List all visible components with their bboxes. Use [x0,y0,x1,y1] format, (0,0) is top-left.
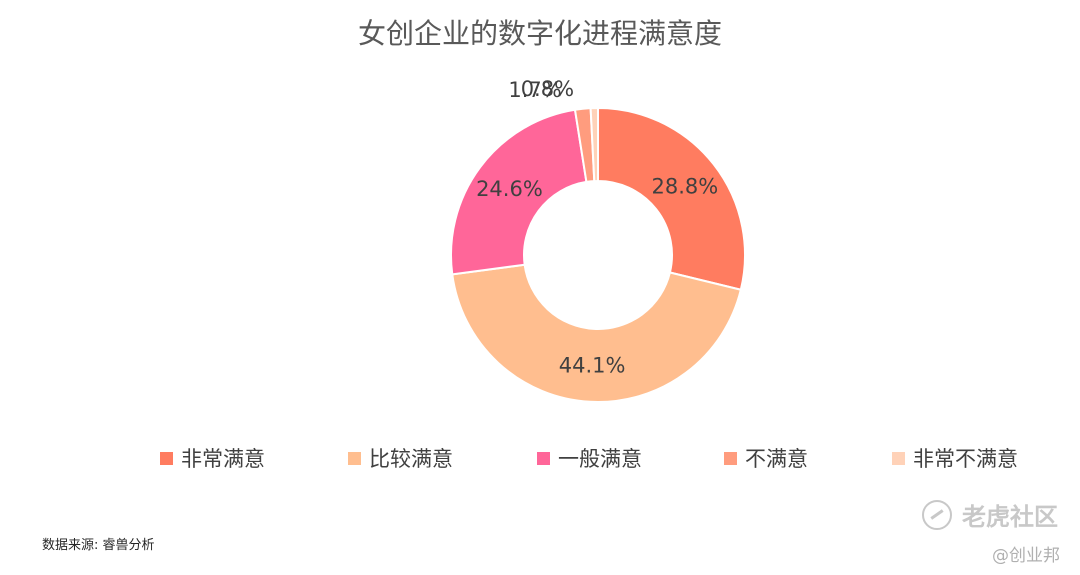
legend-item-very-satisfied: 非常满意 [160,443,265,473]
data-label-neutral: 24.6% [476,177,543,201]
watermark: 老虎社区 [922,497,1058,532]
legend-swatch [160,451,173,465]
data-label-very-satisfied: 28.8% [652,175,719,199]
legend-label: 非常不满意 [913,447,1018,471]
legend-item-neutral: 一般满意 [537,443,642,473]
watermark-brand: 老虎社区 [962,503,1058,531]
chart-legend: 非常满意 比较满意 一般满意 不满意 非常不满意 [0,443,1080,473]
data-label-dissatisfied: 1.7% [508,78,561,102]
legend-swatch [724,451,737,465]
data-label-fairly-satisfied: 44.1% [559,353,626,377]
slice-very-dissatisfied [589,106,599,183]
legend-swatch [348,451,361,465]
legend-swatch [537,451,550,465]
legend-label: 比较满意 [369,447,453,471]
source-note: 数据来源: 睿兽分析 [42,538,155,553]
slice-fairly-satisfied [451,263,743,403]
legend-swatch [892,451,905,465]
tiger-community-logo-icon [922,499,952,530]
watermark-sub: @创业邦 [992,546,1060,566]
legend-label: 非常满意 [181,447,265,471]
slice-neutral [450,108,588,276]
slice-very-satisfied [597,106,746,291]
legend-item-dissatisfied: 不满意 [724,443,808,473]
legend-item-fairly-satisfied: 比较满意 [348,443,453,473]
legend-label: 一般满意 [558,447,642,471]
chart-title: 女创企业的数字化进程满意度 [357,17,722,50]
legend-label: 不满意 [745,447,808,471]
data-label-very-dissatisfied: 0.8% [521,77,574,101]
legend-item-very-dissatisfied: 非常不满意 [892,443,1018,473]
